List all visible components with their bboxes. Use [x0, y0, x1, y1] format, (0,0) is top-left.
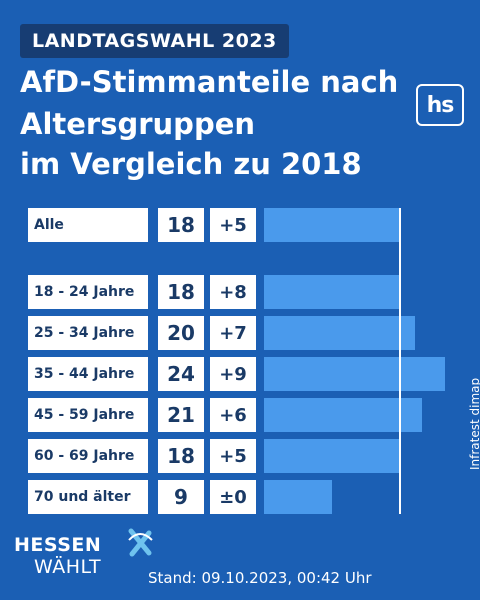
timestamp-label: Stand: 09.10.2023, 00:42 Uhr: [148, 569, 372, 587]
row-bar: [264, 357, 445, 391]
row-change: +5: [210, 208, 256, 242]
row-value: 24: [158, 357, 204, 391]
row-bar: [264, 208, 400, 242]
row-label: 18 - 24 Jahre: [28, 275, 148, 309]
row-change: +5: [210, 439, 256, 473]
row-change: +6: [210, 398, 256, 432]
row-change: +8: [210, 275, 256, 309]
row-change: +7: [210, 316, 256, 350]
row-bar: [264, 316, 415, 350]
title-line-3: im Vergleich zu 2018: [20, 147, 362, 181]
hessen-waehlt-logo: HESSEN WÄHLT: [14, 528, 153, 578]
row-label: 45 - 59 Jahre: [28, 398, 148, 432]
row-bar: [264, 439, 400, 473]
row-value: 9: [158, 480, 204, 514]
row-label: 60 - 69 Jahre: [28, 439, 148, 473]
row-value: 21: [158, 398, 204, 432]
row-change: ±0: [210, 480, 256, 514]
row-value: 20: [158, 316, 204, 350]
hs-logo-icon: hs: [416, 84, 464, 126]
reference-line: [399, 208, 401, 514]
title-line-2: Altersgruppen: [20, 107, 256, 141]
row-value: 18: [158, 208, 204, 242]
row-label: 70 und älter: [28, 480, 148, 514]
brand-top-text: HESSEN: [14, 534, 102, 556]
row-label: 35 - 44 Jahre: [28, 357, 148, 391]
ballot-cross-icon: [128, 528, 153, 557]
row-bar: [264, 398, 422, 432]
row-label: Alle: [28, 208, 148, 242]
row-bar: [264, 480, 332, 514]
row-value: 18: [158, 275, 204, 309]
row-label: 25 - 34 Jahre: [28, 316, 148, 350]
kicker-badge: LANDTAGSWAHL 2023: [20, 24, 289, 58]
source-label: Infratest dimap: [468, 377, 480, 470]
row-value: 18: [158, 439, 204, 473]
row-change: +9: [210, 357, 256, 391]
title-line-1: AfD-Stimmanteile nach: [20, 65, 399, 99]
row-bar: [264, 275, 400, 309]
brand-bottom-text: WÄHLT: [34, 556, 102, 578]
